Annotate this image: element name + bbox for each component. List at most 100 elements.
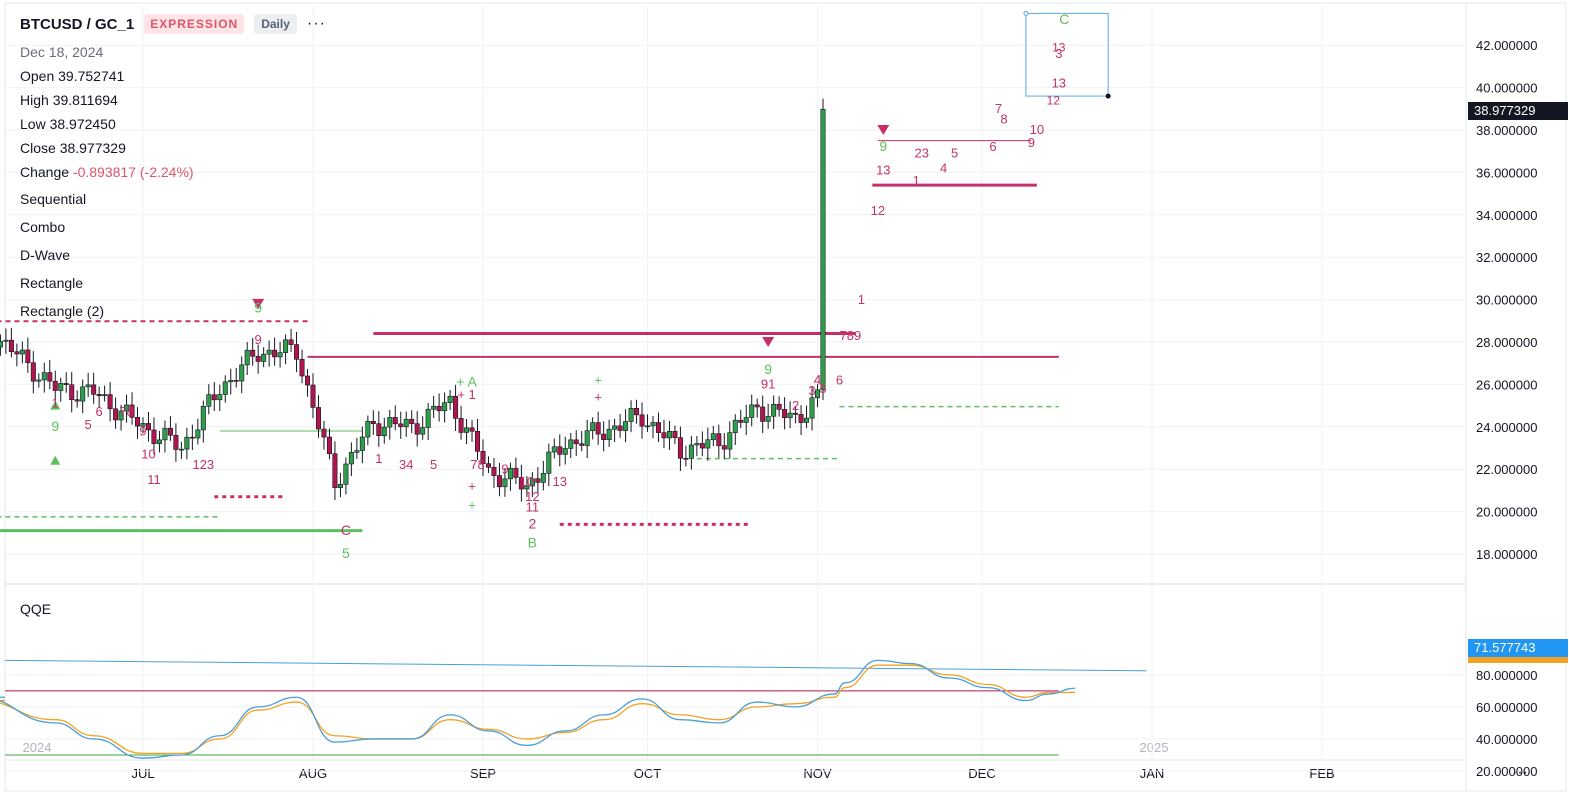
candle-down (145, 423, 151, 431)
candle-down (721, 445, 727, 450)
candle-up (710, 433, 716, 441)
candle-up (815, 389, 821, 399)
candle-up (431, 405, 437, 410)
candle-down (294, 344, 300, 360)
candle-up (348, 452, 354, 465)
rectangle-handle (1023, 10, 1029, 16)
count-label: 2 (792, 398, 799, 413)
candle-down (634, 408, 640, 416)
study-rectangle[interactable]: Rectangle (20, 275, 84, 291)
candle-down (579, 443, 585, 446)
bar-date: Dec 18, 2024 (20, 44, 104, 60)
low-value: 38.972450 (49, 116, 116, 132)
qqe-pane-label[interactable]: QQE (20, 601, 52, 617)
interval-badge[interactable]: Daily (254, 14, 297, 34)
count-label: C (1059, 11, 1069, 27)
candle-up (743, 417, 749, 423)
ohlc-change: Change -0.893817 (-2.24%) (20, 164, 194, 180)
candle-down (557, 446, 563, 455)
candle-up (178, 448, 184, 451)
count-label: 10 (520, 474, 534, 489)
candle-up (228, 380, 234, 383)
candle-up (749, 404, 755, 418)
close-value: 38.977329 (59, 140, 126, 156)
count-label: 1 (858, 292, 865, 307)
y-tick-label: 24.000000 (1476, 420, 1537, 435)
candle-up (666, 431, 672, 439)
candle-down (776, 403, 782, 410)
qqe-trend-line (4, 659, 1147, 672)
open-value: 39.752741 (58, 68, 125, 84)
high-value: 39.811694 (52, 92, 118, 108)
qqe-y-tick-label: 20.000000 (1476, 764, 1537, 779)
count-label: 123 (192, 457, 214, 472)
candle-down (272, 349, 278, 358)
count-label: 6 (96, 404, 103, 419)
count-label: 7 (995, 101, 1002, 116)
count-label: 9 (254, 299, 262, 315)
open-label: Open (20, 68, 55, 84)
candle-up (507, 467, 513, 480)
candle-up (403, 418, 409, 428)
count-label: 789 (840, 328, 862, 343)
count-label: 23 (914, 146, 928, 161)
x-tick-label: JUL (131, 766, 154, 781)
candle-up (261, 353, 267, 362)
candle-down (573, 439, 579, 445)
count-label: 13 (1052, 41, 1066, 55)
candle-down (716, 433, 722, 446)
candle-up (36, 379, 42, 382)
sell-signal-marker (252, 298, 265, 309)
count-label: 91 (761, 377, 775, 392)
candle-down (107, 394, 113, 410)
candle-up (184, 436, 190, 450)
candles (0, 98, 826, 502)
study-rectangle-2[interactable]: Rectangle (2) (20, 303, 105, 319)
candle-down (25, 349, 31, 364)
count-label: 5 (85, 417, 92, 432)
close-label: Close (20, 140, 56, 156)
count-label: + A (456, 374, 477, 390)
candle-up (804, 417, 810, 423)
candle-down (661, 432, 667, 439)
candle-up (524, 485, 530, 490)
x-tick-label: OCT (634, 766, 662, 781)
candle-down (299, 359, 305, 377)
candle-up (606, 428, 612, 441)
candle-down (458, 418, 464, 433)
symbol-title[interactable]: BTCUSD / GC_1 (20, 15, 135, 33)
more-options-icon[interactable]: ··· (306, 15, 326, 32)
candle-up (58, 383, 64, 391)
study-sequential[interactable]: Sequential (20, 191, 87, 207)
candle-up (787, 412, 793, 418)
candle-down (677, 437, 683, 459)
candle-up (337, 484, 343, 489)
axis-more-icon[interactable]: ··· (1512, 764, 1528, 781)
candle-up (162, 427, 168, 441)
candle-down (798, 414, 804, 423)
y-tick-label: 22.000000 (1476, 462, 1537, 477)
buy-signal-marker (50, 455, 61, 465)
study-d-wave[interactable]: D-Wave (20, 247, 71, 263)
count-label: 13 (1052, 76, 1066, 91)
count-label: 5 (342, 545, 350, 561)
candle-up (354, 450, 360, 453)
count-label: C (341, 522, 351, 538)
candle-down (699, 443, 705, 449)
candle-up (359, 436, 365, 451)
candle-down (332, 453, 338, 489)
candle-down (793, 412, 799, 415)
candle-up (222, 381, 228, 395)
expression-badge: EXPRESSION (144, 14, 245, 34)
study-combo[interactable]: Combo (20, 219, 66, 235)
count-label: 9 (51, 418, 59, 434)
count-label: 3 (808, 383, 815, 398)
candle-down (496, 475, 502, 488)
candle-down (398, 423, 404, 428)
count-label: 4 (940, 160, 947, 175)
candle-up (612, 425, 618, 430)
candle-up (464, 427, 470, 433)
candle-up (765, 415, 771, 422)
rectangle-handle (1105, 93, 1111, 99)
